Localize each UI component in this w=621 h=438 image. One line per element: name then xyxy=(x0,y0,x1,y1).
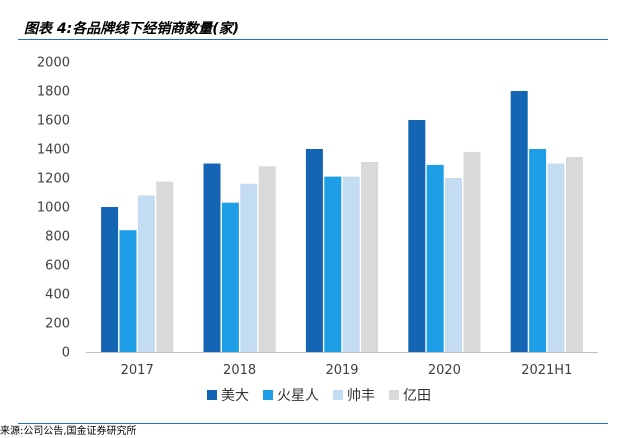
bar-3-0 xyxy=(408,120,426,352)
y-tick-label: 200 xyxy=(45,317,70,332)
bar-0-3 xyxy=(156,181,174,352)
bar-4-3 xyxy=(565,157,583,352)
legend-label: 火星人 xyxy=(277,388,319,404)
x-tick-label: 2019 xyxy=(325,363,358,378)
x-axis-ticks: 2017 2018 2019 2020 2021H1 xyxy=(121,363,573,378)
legend-swatch-2 xyxy=(333,390,343,400)
legend-swatch-3 xyxy=(389,390,399,400)
source-note: 来源:公司公告,国金证券研究所 xyxy=(0,426,137,437)
x-tick-label: 2021H1 xyxy=(521,363,572,378)
bar-4-0 xyxy=(510,91,528,352)
bar-1-1 xyxy=(221,202,239,352)
bars xyxy=(101,91,583,352)
bar-4-1 xyxy=(529,149,547,352)
legend-label: 美大 xyxy=(221,388,249,404)
bar-1-2 xyxy=(240,183,258,352)
chart-title: 图表 4:各品牌线下经销商数量(家) xyxy=(24,21,240,37)
y-tick-label: 1600 xyxy=(37,114,70,129)
legend-label: 帅丰 xyxy=(347,388,375,404)
bar-2-1 xyxy=(324,176,342,352)
y-tick-label: 1000 xyxy=(37,201,70,216)
y-tick-label: 800 xyxy=(45,230,70,245)
bar-2-3 xyxy=(361,162,379,352)
footer-rule xyxy=(18,423,608,424)
title-rule xyxy=(18,39,608,40)
legend: 美大 火星人 帅丰 亿田 xyxy=(207,388,431,404)
bar-2-2 xyxy=(342,176,360,352)
legend-swatch-1 xyxy=(263,390,273,400)
y-tick-label: 1800 xyxy=(37,85,70,100)
y-tick-label: 0 xyxy=(62,346,70,361)
y-tick-label: 400 xyxy=(45,288,70,303)
bar-0-1 xyxy=(119,230,137,352)
y-tick-label: 1400 xyxy=(37,143,70,158)
y-tick-label: 1200 xyxy=(37,172,70,187)
bar-3-1 xyxy=(426,164,444,352)
bar-3-2 xyxy=(445,178,463,352)
x-tick-label: 2018 xyxy=(223,363,256,378)
bar-4-2 xyxy=(547,163,565,352)
y-tick-label: 2000 xyxy=(37,56,70,71)
bar-0-0 xyxy=(101,207,119,352)
y-axis-ticks: 0 200 400 600 800 1000 1200 1400 1600 1800 2000 xyxy=(37,56,70,361)
x-tick-label: 2020 xyxy=(428,363,461,378)
y-tick-label: 600 xyxy=(45,259,70,274)
bar-1-0 xyxy=(203,163,221,352)
bar-3-3 xyxy=(463,151,481,352)
bar-2-0 xyxy=(305,149,323,352)
legend-label: 亿田 xyxy=(403,388,431,404)
bar-0-2 xyxy=(137,195,155,352)
legend-swatch-0 xyxy=(207,390,217,400)
bar-1-3 xyxy=(258,166,276,352)
x-tick-label: 2017 xyxy=(121,363,154,378)
